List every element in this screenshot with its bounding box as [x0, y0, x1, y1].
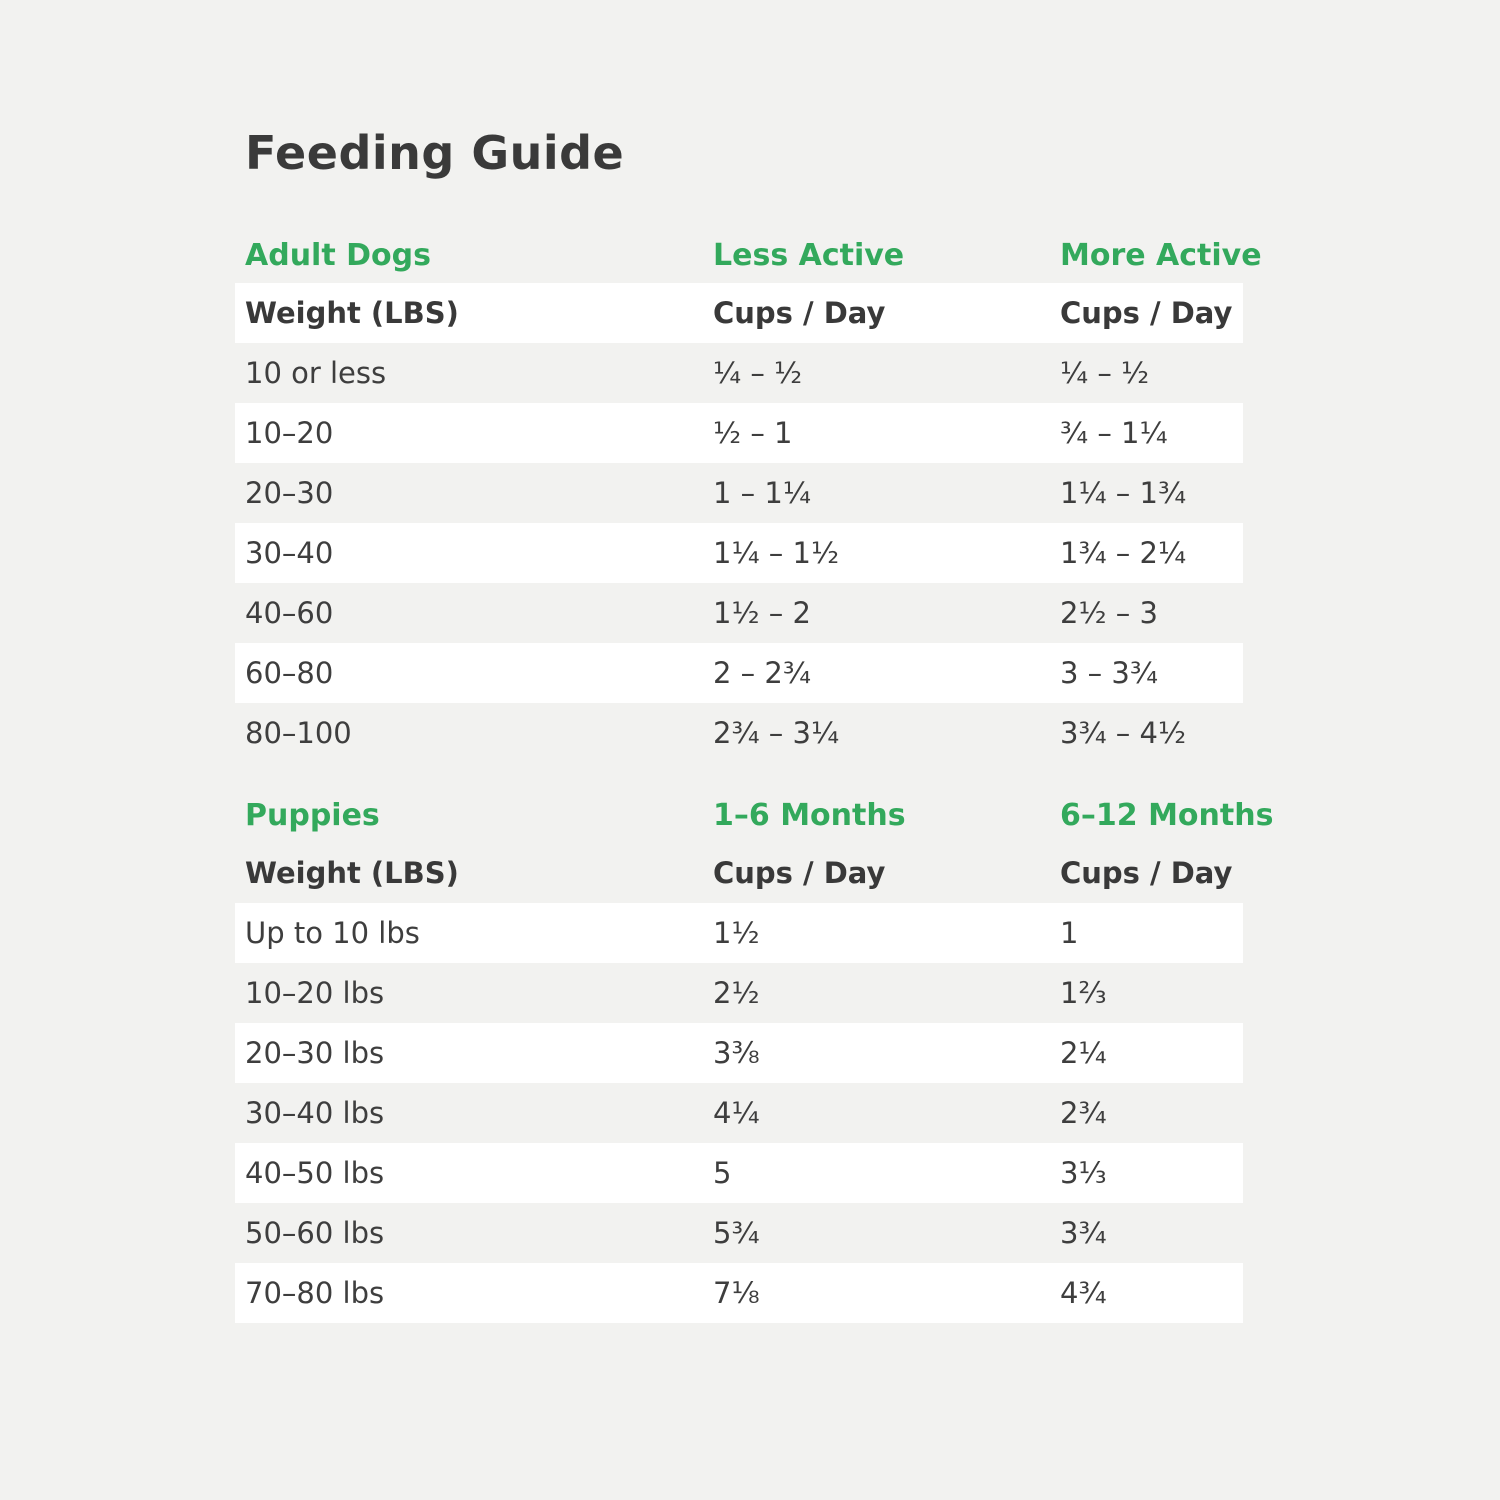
puppies-column-header-row: Weight (LBS) Cups / Day Cups / Day	[235, 843, 1243, 903]
adult-dogs-section-header: Adult Dogs Less Active More Active	[235, 228, 1262, 283]
cups-per-day-cell: 3 – 3¾	[1060, 656, 1158, 690]
section-label-6-12-months: 6–12 Months	[1060, 798, 1274, 833]
cups-per-day-cell: 7⅛	[713, 1276, 760, 1310]
cups-per-day-cell: 3¾	[1060, 1216, 1107, 1250]
adult-dogs-table: Adult Dogs Less Active More Active Weigh…	[235, 228, 1262, 763]
weight-cell: 30–40	[245, 536, 334, 570]
column-header-weight: Weight (LBS)	[245, 296, 459, 330]
cups-per-day-cell: 1 – 1¼	[713, 476, 811, 510]
cups-per-day-cell: 4¾	[1060, 1276, 1107, 1310]
cups-per-day-cell: 3⅜	[713, 1036, 760, 1070]
weight-cell: 70–80 lbs	[245, 1276, 385, 1310]
weight-cell: 40–60	[245, 596, 334, 630]
cups-per-day-cell: 2½ – 3	[1060, 596, 1158, 630]
table-row: 10–20 lbs 2½ 1⅔	[235, 963, 1243, 1023]
page-title: Feeding Guide	[245, 126, 625, 180]
cups-per-day-cell: 3¾ – 4½	[1060, 716, 1187, 750]
column-header-cups-6-12-months: Cups / Day	[1060, 856, 1233, 890]
cups-per-day-cell: 2¾ – 3¼	[713, 716, 840, 750]
cups-per-day-cell: 1½ – 2	[713, 596, 811, 630]
weight-cell: 80–100	[245, 716, 352, 750]
section-label-less-active: Less Active	[713, 238, 905, 273]
cups-per-day-cell: ½ – 1	[713, 416, 793, 450]
section-label-more-active: More Active	[1060, 238, 1262, 273]
weight-cell: 10–20	[245, 416, 334, 450]
cups-per-day-cell: 2¾	[1060, 1096, 1107, 1130]
table-row: 10 or less ¼ – ½ ¼ – ½	[235, 343, 1243, 403]
adult-dogs-column-header-row: Weight (LBS) Cups / Day Cups / Day	[235, 283, 1243, 343]
weight-cell: 20–30	[245, 476, 334, 510]
cups-per-day-cell: ¼ – ½	[1060, 356, 1150, 390]
table-row: 30–40 lbs 4¼ 2¾	[235, 1083, 1243, 1143]
weight-cell: 30–40 lbs	[245, 1096, 385, 1130]
weight-cell: 40–50 lbs	[245, 1156, 385, 1190]
cups-per-day-cell: 1	[1060, 916, 1079, 950]
weight-cell: 10 or less	[245, 356, 387, 390]
column-header-cups-less-active: Cups / Day	[713, 296, 886, 330]
table-row: 40–60 1½ – 2 2½ – 3	[235, 583, 1243, 643]
section-label-1-6-months: 1–6 Months	[713, 798, 906, 833]
table-row: 70–80 lbs 7⅛ 4¾	[235, 1263, 1243, 1323]
table-row: 20–30 1 – 1¼ 1¼ – 1¾	[235, 463, 1243, 523]
cups-per-day-cell: 5	[713, 1156, 732, 1190]
table-row: 30–40 1¼ – 1½ 1¾ – 2¼	[235, 523, 1243, 583]
table-row: 20–30 lbs 3⅜ 2¼	[235, 1023, 1243, 1083]
cups-per-day-cell: 1¼ – 1¾	[1060, 476, 1187, 510]
column-header-cups-1-6-months: Cups / Day	[713, 856, 886, 890]
puppies-section-header: Puppies 1–6 Months 6–12 Months	[235, 788, 1274, 843]
cups-per-day-cell: 3⅓	[1060, 1156, 1107, 1190]
cups-per-day-cell: 2¼	[1060, 1036, 1107, 1070]
puppies-rows: Up to 10 lbs 1½ 1 10–20 lbs 2½ 1⅔ 20–30 lbs 3⅜ 2…	[235, 903, 1243, 1323]
cups-per-day-cell: 2½	[713, 976, 760, 1010]
weight-cell: 60–80	[245, 656, 334, 690]
cups-per-day-cell: ¼ – ½	[713, 356, 803, 390]
cups-per-day-cell: 1¼ – 1½	[713, 536, 840, 570]
section-label-adult-dogs: Adult Dogs	[245, 238, 431, 273]
puppies-table: Puppies 1–6 Months 6–12 Months Weight (L…	[235, 788, 1274, 1323]
cups-per-day-cell: ¾ – 1¼	[1060, 416, 1168, 450]
cups-per-day-cell: 1⅔	[1060, 976, 1107, 1010]
table-row: 80–100 2¾ – 3¼ 3¾ – 4½	[235, 703, 1243, 763]
column-header-weight: Weight (LBS)	[245, 856, 459, 890]
adult-dogs-rows: 10 or less ¼ – ½ ¼ – ½ 10–20 ½ – 1 ¾ – 1¼ 20–3…	[235, 343, 1243, 763]
table-row: Up to 10 lbs 1½ 1	[235, 903, 1243, 963]
cups-per-day-cell: 4¼	[713, 1096, 760, 1130]
section-label-puppies: Puppies	[245, 798, 380, 833]
weight-cell: 10–20 lbs	[245, 976, 385, 1010]
table-row: 50–60 lbs 5¾ 3¾	[235, 1203, 1243, 1263]
column-header-cups-more-active: Cups / Day	[1060, 296, 1233, 330]
table-row: 60–80 2 – 2¾ 3 – 3¾	[235, 643, 1243, 703]
cups-per-day-cell: 5¾	[713, 1216, 760, 1250]
cups-per-day-cell: 2 – 2¾	[713, 656, 811, 690]
weight-cell: Up to 10 lbs	[245, 916, 420, 950]
cups-per-day-cell: 1¾ – 2¼	[1060, 536, 1187, 570]
cups-per-day-cell: 1½	[713, 916, 760, 950]
weight-cell: 50–60 lbs	[245, 1216, 385, 1250]
table-row: 40–50 lbs 5 3⅓	[235, 1143, 1243, 1203]
weight-cell: 20–30 lbs	[245, 1036, 385, 1070]
table-row: 10–20 ½ – 1 ¾ – 1¼	[235, 403, 1243, 463]
